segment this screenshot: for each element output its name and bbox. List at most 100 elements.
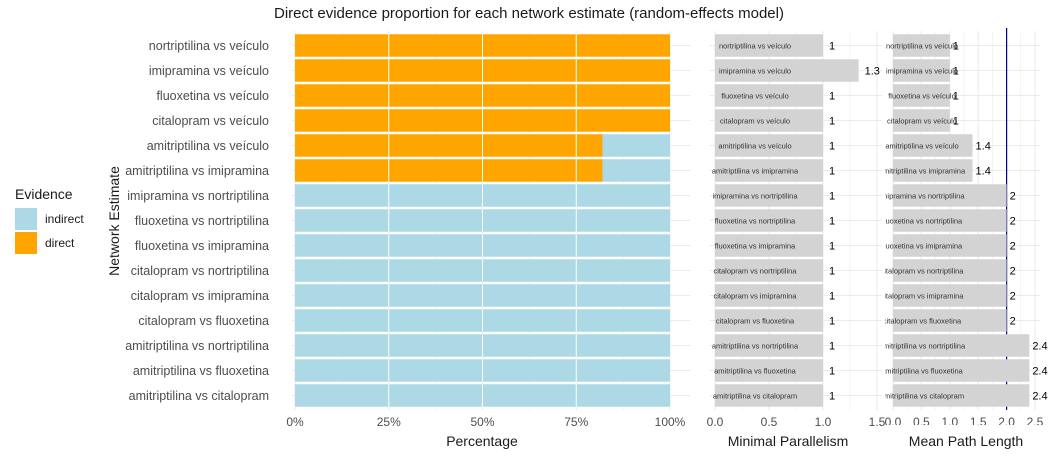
value-label: 1 [829, 116, 835, 128]
legend-title: Evidence [15, 186, 73, 202]
y-tick-label: imipramina vs nortriptilina [127, 189, 269, 203]
bar-label: imipramina vs nortriptilina [879, 192, 965, 201]
y-tick-label: fluoxetina vs veículo [156, 89, 269, 103]
bar [893, 109, 950, 132]
bar [715, 109, 823, 132]
bar-label: amitriptilina vs nortriptilina [712, 342, 799, 351]
value-label: 1 [829, 291, 835, 303]
bar [715, 209, 823, 232]
bar [715, 134, 823, 157]
bar [893, 384, 1030, 407]
bar [715, 309, 823, 332]
bar-label: fluoxetina vs imipramina [882, 242, 963, 251]
value-label: 2 [1010, 266, 1016, 278]
bar [893, 309, 1007, 332]
bar [893, 359, 1030, 382]
value-label: 1 [829, 91, 835, 103]
bar-label: imipramina vs veículo [719, 67, 791, 76]
bar-label: amitriptilina vs fluoxetina [881, 367, 964, 376]
bar [893, 234, 1007, 257]
bar-label: fluoxetina vs imipramina [715, 242, 796, 251]
value-label: 2 [1010, 316, 1016, 328]
bar-label: fluoxetina vs veículo [721, 92, 789, 101]
chart-title: Direct evidence proportion for each netw… [274, 5, 784, 22]
bar [715, 259, 823, 282]
y-tick-label: amitriptilina vs imipramina [125, 164, 269, 178]
x-axis-label: Percentage [446, 433, 518, 449]
x-tick-label: 0.0 [885, 415, 902, 429]
x-axis-label: Minimal Parallelism [728, 433, 849, 449]
bar-label: amitriptilina vs citalopram [880, 392, 964, 401]
legend-swatch-direct [15, 232, 37, 254]
legend-label-indirect: indirect [45, 212, 84, 226]
bar [893, 134, 973, 157]
value-label: 1 [829, 341, 835, 353]
bar-label: imipramina vs nortriptilina [712, 192, 798, 201]
value-label: 1.4 [976, 166, 991, 178]
x-tick-label: 50% [470, 415, 494, 429]
bar [715, 334, 823, 357]
bar-label: amitriptilina vs imipramina [879, 167, 966, 176]
value-label: 1 [829, 41, 835, 53]
y-axis-label: Network Estimate [106, 166, 122, 276]
value-label: 2.4 [1032, 341, 1047, 353]
value-label: 1 [953, 116, 959, 128]
legend-label-direct: direct [45, 236, 75, 250]
value-label: 1 [829, 266, 835, 278]
value-label: 1.3 [865, 66, 880, 78]
bar-label: fluoxetina vs nortriptilina [715, 217, 796, 226]
value-label: 1 [829, 216, 835, 228]
bar-label: citalopram vs veículo [720, 117, 790, 126]
y-tick-label: fluoxetina vs imipramina [135, 239, 269, 253]
x-tick-label: 0% [286, 415, 304, 429]
bar [715, 84, 823, 107]
bar-label: amitriptilina vs imipramina [712, 167, 799, 176]
bar-label: citalopram vs imipramina [714, 292, 798, 301]
bar-label: amitriptilina vs veículo [718, 142, 791, 151]
bar-label: fluoxetina vs nortriptilina [882, 217, 963, 226]
value-label: 2 [1010, 191, 1016, 203]
y-tick-label: fluoxetina vs nortriptilina [135, 214, 269, 228]
y-tick-label: amitriptilina vs fluoxetina [133, 364, 269, 378]
x-tick-label: 75% [564, 415, 588, 429]
bar [893, 209, 1007, 232]
bar-label: amitriptilina vs veículo [885, 142, 958, 151]
bar-direct [295, 134, 603, 157]
bar [715, 359, 823, 382]
value-label: 1 [953, 41, 959, 53]
bar [893, 184, 1007, 207]
x-tick-label: 0.0 [707, 415, 724, 429]
bar-label: nortriptilina vs veículo [719, 42, 791, 51]
value-label: 1 [829, 166, 835, 178]
bar [893, 159, 973, 182]
y-tick-label: citalopram vs veículo [152, 114, 269, 128]
y-tick-label: citalopram vs fluoxetina [138, 314, 269, 328]
value-label: 2 [1010, 291, 1016, 303]
value-label: 1 [829, 191, 835, 203]
value-label: 2.4 [1032, 391, 1047, 403]
bar-label: citalopram vs veículo [887, 117, 957, 126]
bar-direct [295, 159, 603, 182]
bar-indirect [602, 134, 670, 157]
y-tick-label: amitriptilina vs citalopram [129, 389, 269, 403]
bar-label: citalopram vs fluoxetina [883, 317, 962, 326]
bar-label: amitriptilina vs nortriptilina [879, 342, 966, 351]
value-label: 1 [829, 316, 835, 328]
bar [893, 259, 1007, 282]
x-tick-label: 2.0 [998, 415, 1015, 429]
value-label: 1 [953, 66, 959, 78]
bar [715, 59, 859, 82]
bar-label: fluoxetina vs veículo [888, 92, 956, 101]
value-label: 1 [829, 241, 835, 253]
x-tick-label: 1.0 [941, 415, 958, 429]
x-axis-label: Mean Path Length [909, 433, 1023, 449]
bar-label: citalopram vs fluoxetina [716, 317, 795, 326]
bar [893, 334, 1030, 357]
value-label: 1 [953, 91, 959, 103]
bar [893, 59, 950, 82]
value-label: 1 [829, 391, 835, 403]
legend-swatch-indirect [15, 208, 37, 230]
